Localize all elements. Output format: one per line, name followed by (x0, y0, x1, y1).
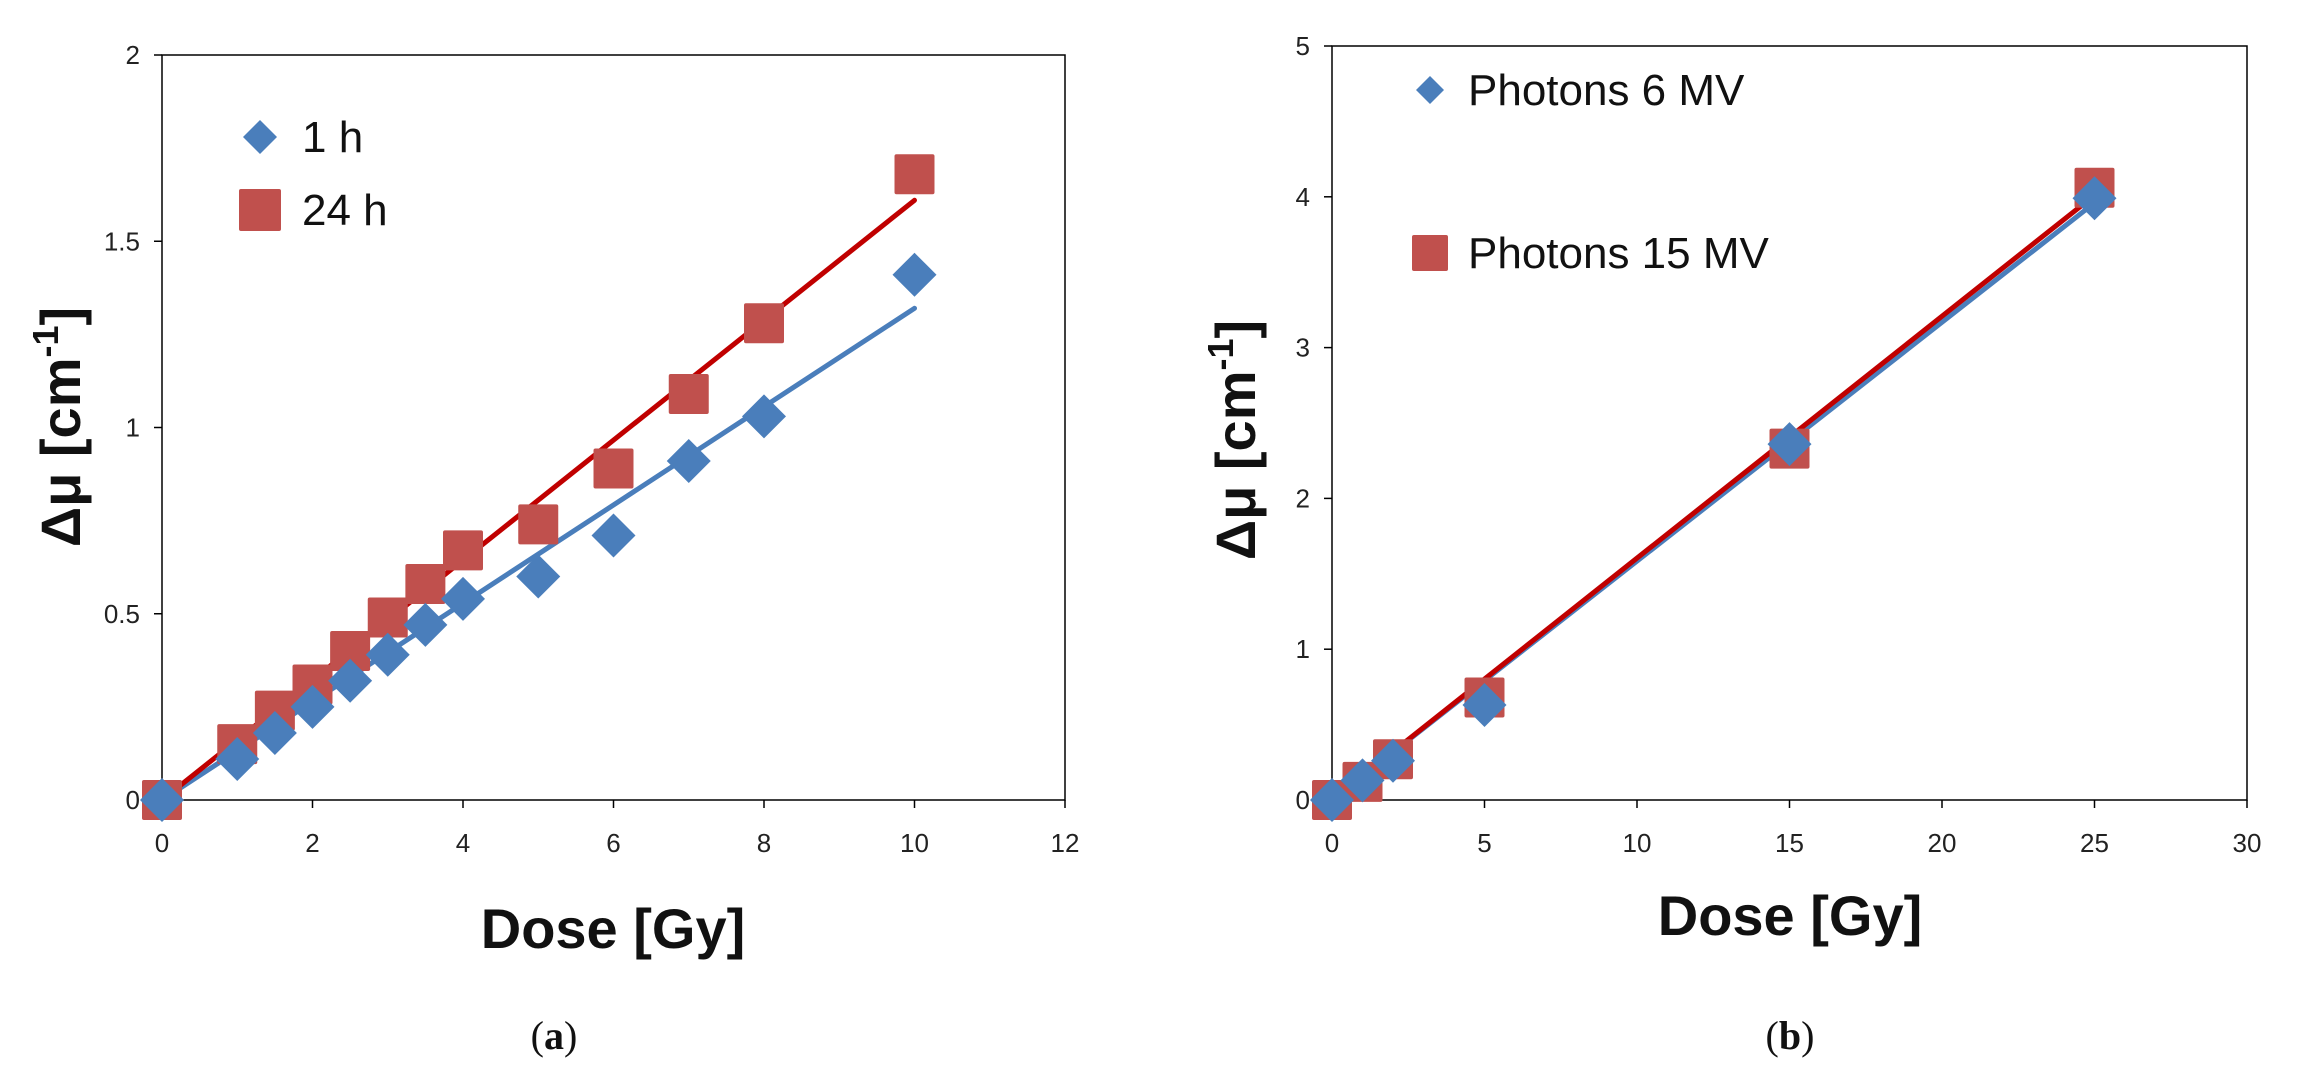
panel-a-legend: 1 h 24 h (239, 113, 388, 235)
diamond-point (1371, 738, 1415, 783)
x-tick-label: 10 (1623, 828, 1652, 858)
panel-a-points (140, 154, 937, 822)
diamond-point (403, 602, 448, 647)
y-tick-label: 2 (126, 40, 140, 70)
x-tick-label: 2 (305, 828, 319, 858)
panel-b-caption: (b) (1766, 1013, 1815, 1058)
panel-a-xlabel: Dose [Gy] (481, 897, 746, 960)
y-tick-label: 1 (126, 413, 140, 443)
square-point (254, 690, 295, 731)
x-tick-label: 5 (1477, 828, 1491, 858)
x-tick-label: 0 (155, 828, 169, 858)
legend-label: Photons 15 MV (1468, 229, 1769, 278)
panel-b-ylabel: Δμ [cm-1] (1200, 320, 1267, 560)
diamond-point (215, 737, 260, 782)
diamond-point (591, 513, 636, 558)
square-point (894, 154, 935, 195)
diamond-point (441, 576, 485, 621)
panel-b-xlabel: Dose [Gy] (1658, 884, 1923, 947)
panel-b-ticks: 0 5 10 15 20 25 30 0 1 2 3 4 5 (1296, 31, 2262, 858)
square-point (292, 664, 333, 705)
y-tick-label: 0 (1296, 785, 1310, 815)
y-tick-label: 5 (1296, 31, 1310, 61)
y-tick-label: 0.5 (104, 599, 140, 629)
panel-a-caption: (a) (531, 1013, 578, 1058)
diamond-point (1767, 422, 1812, 467)
diamond-point (365, 632, 410, 677)
panel-b-points (1310, 167, 2117, 822)
square-point (367, 597, 408, 638)
diamond-point (666, 439, 711, 484)
panel-a-ticks: 0 2 4 6 8 10 12 0 0.5 1 1.5 2 (104, 40, 1080, 858)
y-tick-label: 2 (1296, 483, 1310, 513)
diamond-point (290, 684, 335, 729)
legend-marker-square (1412, 235, 1448, 271)
y-tick-label: 4 (1296, 182, 1310, 212)
x-tick-label: 30 (2233, 828, 2262, 858)
panel-a: 0 2 4 6 8 10 12 0 0.5 1 1.5 2 1 h 24 h Dose [Gy] Δμ … (25, 40, 1079, 1058)
x-tick-label: 20 (1928, 828, 1957, 858)
panel-b-trendlines (1329, 192, 2097, 803)
diamond-point (516, 554, 561, 599)
y-tick-label: 1 (1296, 634, 1310, 664)
square-point (405, 563, 446, 604)
panel-b-legend: Photons 6 MV Photons 15 MV (1412, 66, 1769, 278)
square-point (518, 504, 559, 545)
legend-marker-diamond (1416, 76, 1444, 104)
x-tick-label: 0 (1325, 828, 1339, 858)
panel-b: 0 5 10 15 20 25 30 0 1 2 3 4 5 Photons 6 MV Photons 1… (1200, 31, 2261, 1058)
y-tick-label: 1.5 (104, 226, 140, 256)
x-tick-label: 10 (900, 828, 929, 858)
legend-label: 1 h (302, 113, 363, 162)
diamond-point (252, 710, 297, 755)
x-tick-label: 8 (757, 828, 771, 858)
diamond-point (1310, 778, 1354, 822)
x-tick-label: 12 (1051, 828, 1080, 858)
x-tick-label: 15 (1775, 828, 1804, 858)
legend-label: Photons 6 MV (1468, 66, 1745, 115)
square-point (330, 631, 371, 671)
x-tick-label: 6 (606, 828, 620, 858)
square-point (443, 530, 483, 571)
trendline-square (1329, 192, 2097, 803)
x-tick-label: 4 (456, 828, 470, 858)
diamond-point (1462, 682, 1507, 727)
panel-a-ylabel: Δμ [cm-1] (25, 307, 92, 547)
diamond-point (1340, 758, 1385, 803)
diamond-point (140, 778, 184, 822)
y-tick-label: 0 (126, 785, 140, 815)
legend-marker-diamond (243, 120, 277, 154)
diamond-point (892, 252, 937, 297)
diamond-point (2072, 176, 2117, 221)
diamond-point (742, 394, 786, 439)
legend-label: 24 h (302, 186, 388, 235)
square-point (668, 373, 709, 414)
square-point (744, 303, 784, 344)
legend-marker-square (239, 189, 281, 231)
y-tick-label: 3 (1296, 333, 1310, 363)
diamond-point (328, 658, 373, 703)
square-point (593, 448, 634, 489)
x-tick-label: 25 (2080, 828, 2109, 858)
